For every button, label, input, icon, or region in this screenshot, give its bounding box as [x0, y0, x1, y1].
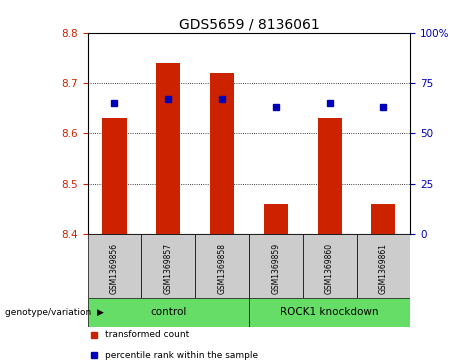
Text: GSM1369861: GSM1369861 — [379, 244, 388, 294]
Bar — [371, 204, 396, 234]
Bar — [303, 234, 356, 298]
Bar — [156, 63, 180, 234]
Bar — [249, 234, 303, 298]
Bar — [88, 234, 142, 298]
Text: control: control — [150, 307, 186, 317]
Bar — [102, 118, 127, 234]
Text: GSM1369856: GSM1369856 — [110, 243, 119, 294]
Bar — [195, 234, 249, 298]
Bar — [264, 204, 288, 234]
Text: GSM1369858: GSM1369858 — [218, 244, 226, 294]
Text: GSM1369860: GSM1369860 — [325, 243, 334, 294]
Bar — [88, 298, 249, 327]
Text: percentile rank within the sample: percentile rank within the sample — [105, 351, 259, 359]
Text: GSM1369857: GSM1369857 — [164, 243, 173, 294]
Text: transformed count: transformed count — [105, 330, 189, 339]
Title: GDS5659 / 8136061: GDS5659 / 8136061 — [178, 17, 319, 32]
Text: ROCK1 knockdown: ROCK1 knockdown — [280, 307, 379, 317]
Text: GSM1369859: GSM1369859 — [272, 243, 280, 294]
Bar — [249, 298, 410, 327]
Bar — [318, 118, 342, 234]
Bar — [210, 73, 234, 234]
Bar — [356, 234, 410, 298]
Text: genotype/variation  ▶: genotype/variation ▶ — [5, 308, 103, 317]
Bar — [142, 234, 195, 298]
